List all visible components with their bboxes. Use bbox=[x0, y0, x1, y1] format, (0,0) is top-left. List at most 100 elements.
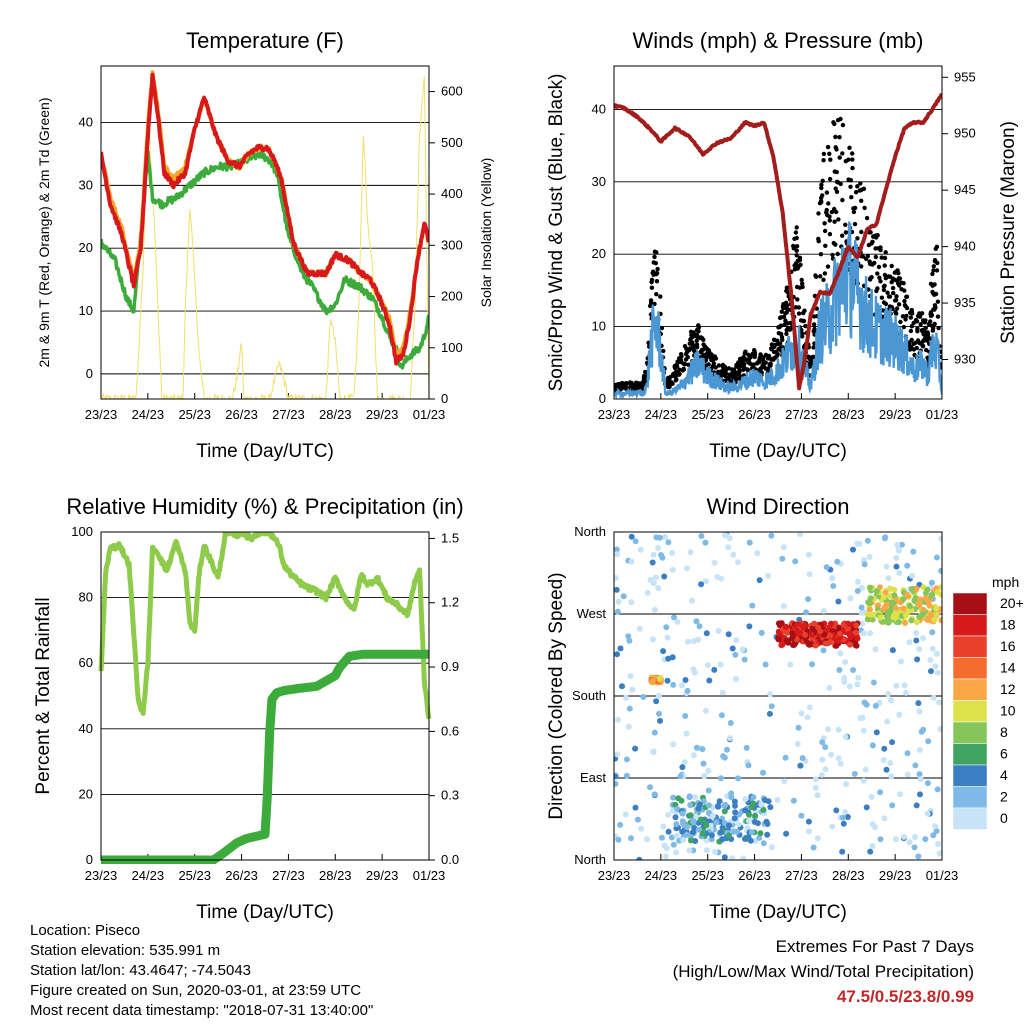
direction-point bbox=[731, 828, 737, 835]
direction-point bbox=[619, 683, 625, 690]
winds-ylabel-right: Station Pressure (Maroon) bbox=[998, 121, 1019, 344]
gust-point bbox=[694, 338, 699, 343]
direction-point bbox=[717, 829, 724, 836]
gust-point bbox=[886, 294, 892, 299]
direction-point bbox=[802, 622, 808, 629]
direction-point bbox=[684, 565, 690, 572]
direction-point bbox=[696, 623, 703, 630]
direction-point bbox=[730, 551, 737, 558]
direction-point bbox=[651, 791, 658, 798]
direction-point bbox=[916, 596, 923, 603]
direction-point bbox=[655, 692, 662, 699]
gust-point bbox=[651, 269, 656, 274]
direction-point bbox=[915, 853, 922, 860]
direction-point bbox=[783, 830, 790, 837]
legend-swatch bbox=[952, 678, 988, 701]
gust-point bbox=[834, 147, 839, 152]
direction-point bbox=[934, 589, 941, 596]
direction-point bbox=[917, 776, 924, 783]
direction-point bbox=[863, 804, 870, 811]
direction-point bbox=[661, 573, 668, 580]
direction-point bbox=[673, 832, 680, 839]
gust-point bbox=[820, 178, 825, 183]
direction-point bbox=[632, 745, 639, 752]
gust-point bbox=[654, 292, 659, 297]
gust-point bbox=[751, 362, 756, 367]
direction-point bbox=[729, 855, 736, 860]
gust-point bbox=[665, 380, 671, 385]
direction-point bbox=[636, 625, 643, 632]
direction-point bbox=[810, 844, 817, 851]
gust-point bbox=[713, 356, 719, 361]
winds-plot-area bbox=[614, 92, 942, 399]
legend-swatch bbox=[952, 700, 988, 723]
dewpoint-2m-line bbox=[101, 149, 429, 370]
direction-point bbox=[758, 801, 765, 808]
direction-point bbox=[856, 540, 863, 547]
direction-point bbox=[836, 667, 843, 673]
direction-point bbox=[877, 614, 884, 621]
gust-point bbox=[847, 145, 852, 150]
humidity-title: Relative Humidity (%) & Precipitation (i… bbox=[66, 494, 463, 519]
direction-point bbox=[656, 710, 662, 717]
direction-point bbox=[918, 728, 925, 735]
gust-point bbox=[851, 209, 857, 215]
direction-point bbox=[647, 576, 654, 583]
direction-point bbox=[822, 640, 829, 647]
gust-point bbox=[722, 364, 728, 369]
gust-point bbox=[614, 386, 617, 391]
gust-point bbox=[881, 284, 887, 289]
direction-point bbox=[913, 637, 920, 644]
gust-point bbox=[719, 369, 724, 374]
direction-point bbox=[781, 778, 788, 785]
gust-point bbox=[868, 260, 873, 266]
gust-point bbox=[889, 280, 894, 285]
gust-point bbox=[811, 314, 817, 319]
gust-point bbox=[834, 209, 839, 215]
direction-point bbox=[675, 795, 682, 802]
direction-point bbox=[931, 616, 938, 623]
legend-label: 14 bbox=[1000, 660, 1016, 676]
direction-point bbox=[929, 645, 936, 652]
direction-point bbox=[920, 635, 927, 642]
gust-point bbox=[752, 348, 757, 353]
direction-point bbox=[702, 707, 709, 714]
direction-point bbox=[688, 837, 694, 844]
direction-point bbox=[867, 584, 873, 591]
gust-point bbox=[654, 279, 660, 284]
direction-point bbox=[626, 705, 633, 712]
gust-point bbox=[785, 325, 791, 331]
extremes-box: Extremes For Past 7 Days (High/Low/Max W… bbox=[673, 934, 974, 1009]
temperature-2m-line bbox=[101, 72, 429, 366]
gust-point bbox=[822, 271, 828, 276]
gust-point bbox=[819, 185, 824, 191]
direction-point bbox=[806, 828, 812, 835]
recent-text: Most recent data timestamp: "2018-07-31 … bbox=[30, 1002, 374, 1019]
gust-point bbox=[736, 361, 741, 366]
direction-point bbox=[803, 609, 810, 616]
direction-point bbox=[615, 598, 622, 605]
direction-point bbox=[892, 836, 899, 843]
direction-ytick-label: North bbox=[574, 524, 606, 539]
direction-point bbox=[840, 820, 847, 827]
direction-point bbox=[670, 741, 677, 748]
direction-point bbox=[789, 634, 796, 641]
direction-point bbox=[864, 616, 871, 623]
direction-point bbox=[673, 821, 680, 828]
temperature-y2tick-label: 400 bbox=[441, 186, 463, 201]
direction-point bbox=[898, 658, 904, 665]
direction-point bbox=[825, 726, 832, 733]
direction-point bbox=[915, 700, 922, 707]
direction-point bbox=[885, 691, 892, 697]
gust-point bbox=[643, 369, 648, 375]
direction-point bbox=[809, 661, 816, 668]
direction-point bbox=[913, 619, 920, 626]
gust-point bbox=[779, 309, 784, 314]
direction-point bbox=[670, 681, 677, 688]
direction-point bbox=[804, 638, 811, 645]
direction-point bbox=[660, 823, 667, 830]
gust-point bbox=[811, 322, 817, 327]
humidity-xlabel: Time (Day/UTC) bbox=[196, 902, 334, 923]
humidity-xtick-label: 25/23 bbox=[178, 868, 211, 883]
